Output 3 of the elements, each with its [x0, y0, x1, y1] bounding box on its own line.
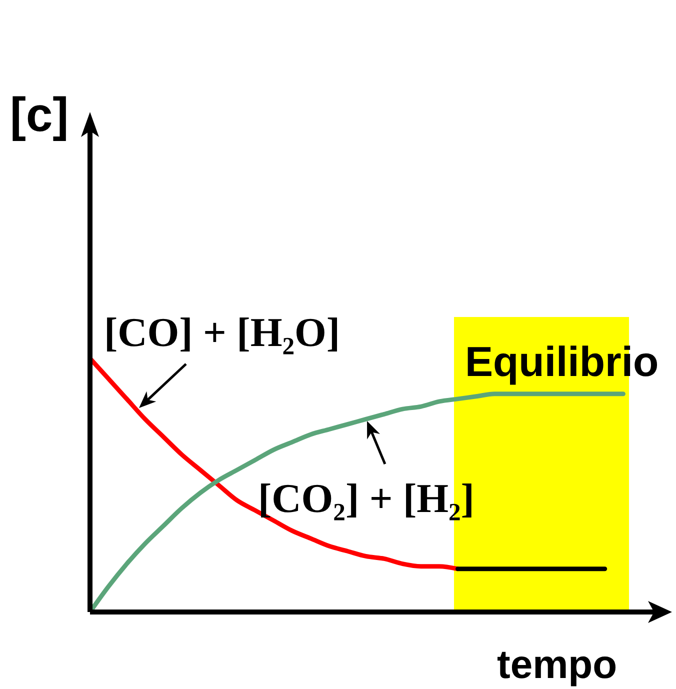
y-axis-title: [c] [10, 89, 69, 142]
series-label: [CO] + [H₂O] [104, 309, 340, 355]
x-axis-title: tempo [497, 643, 617, 687]
